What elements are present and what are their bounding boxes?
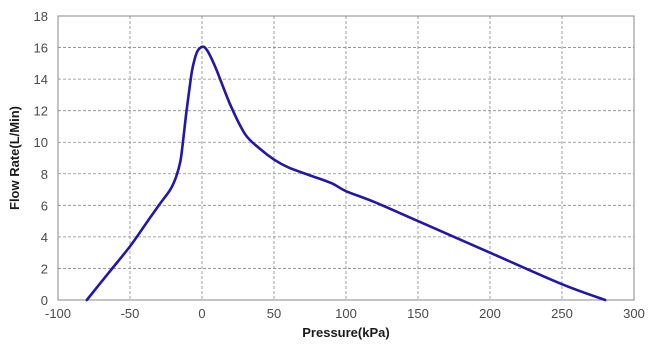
- y-tick-label: 14: [34, 72, 48, 87]
- y-tick-label: 18: [34, 9, 48, 24]
- grid-lines: [58, 16, 634, 300]
- y-tick-label: 0: [41, 293, 48, 308]
- x-tick-label: -100: [45, 306, 71, 321]
- x-tick-label: 200: [479, 306, 501, 321]
- y-tick-label: 12: [34, 104, 48, 119]
- y-axis-ticks: 0 2 4 6 8 10 12 14 16 18: [34, 9, 48, 308]
- x-tick-label: 0: [198, 306, 205, 321]
- y-tick-label: 2: [41, 261, 48, 276]
- y-tick-label: 8: [41, 167, 48, 182]
- x-axis-ticks: -100 -50 0 50 100 150 200 250 300: [45, 306, 645, 321]
- y-tick-label: 6: [41, 198, 48, 213]
- y-tick-label: 16: [34, 41, 48, 56]
- y-tick-label: 4: [41, 230, 48, 245]
- y-axis-title: Flow Rate(L/Min): [7, 106, 22, 210]
- x-tick-label: 150: [407, 306, 429, 321]
- plot-frame: [57, 15, 635, 301]
- x-tick-label: 100: [335, 306, 357, 321]
- flow-rate-curve: [85, 45, 607, 302]
- x-axis-title: Pressure(kPa): [302, 325, 389, 340]
- x-tick-label: 250: [551, 306, 573, 321]
- x-tick-label: 300: [623, 306, 645, 321]
- y-tick-label: 10: [34, 135, 48, 150]
- x-tick-label: 50: [267, 306, 281, 321]
- x-tick-label: -50: [121, 306, 140, 321]
